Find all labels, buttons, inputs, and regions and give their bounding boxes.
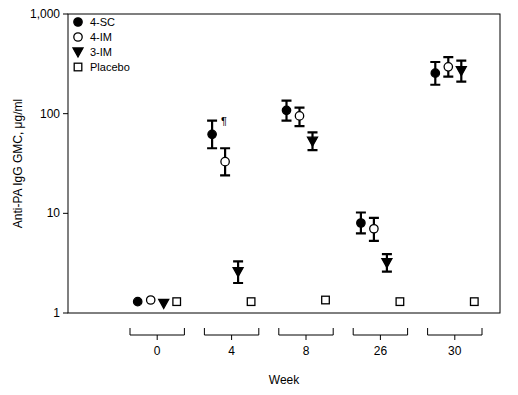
y-tick-label: 1,000 <box>30 7 60 21</box>
legend-label: Placebo <box>90 61 130 73</box>
y-tick-label: 10 <box>47 206 61 220</box>
plot-area <box>134 57 479 308</box>
y-tick <box>63 113 68 114</box>
data-point <box>471 298 479 306</box>
data-point <box>431 69 439 77</box>
data-point <box>147 296 155 304</box>
legend-marker <box>74 33 82 41</box>
error-bar <box>456 61 466 82</box>
data-point <box>382 259 392 268</box>
x-axis-label: Week <box>269 373 300 387</box>
data-point <box>159 299 169 308</box>
error-bar <box>282 101 292 121</box>
data-point <box>456 67 466 76</box>
y-tick <box>63 213 68 214</box>
data-point <box>134 297 142 305</box>
data-point <box>322 296 330 304</box>
legend-marker <box>74 18 82 26</box>
y-tick-label: 1 <box>53 306 60 320</box>
y-tick <box>63 313 68 314</box>
category-bracket <box>204 328 258 340</box>
data-point <box>357 219 365 227</box>
error-bar <box>369 218 379 241</box>
plot-frame <box>68 14 500 313</box>
x-tick-label: 8 <box>303 344 310 358</box>
error-bar <box>308 132 318 150</box>
annotation: ¶ <box>221 115 227 127</box>
data-point <box>370 225 378 233</box>
legend-marker <box>74 63 82 71</box>
category-bracket <box>353 328 407 340</box>
data-point <box>295 112 303 120</box>
data-point <box>396 298 404 306</box>
x-tick-label: 0 <box>154 344 161 358</box>
legend: 4-SC 4-IM 3-IM Placebo <box>73 16 130 73</box>
y-tick <box>63 14 68 15</box>
data-point <box>308 137 318 146</box>
legend-marker <box>73 48 83 57</box>
x-tick-label: 4 <box>228 344 235 358</box>
series-group <box>134 62 441 306</box>
data-point <box>247 298 255 306</box>
data-point <box>208 130 216 138</box>
y-axis-label: Anti-PA IgG GMC, μg/ml <box>11 99 25 228</box>
x-tick-label: 26 <box>374 344 388 358</box>
legend-label: 4-IM <box>90 31 112 43</box>
series-group <box>147 57 454 304</box>
data-point <box>444 63 452 71</box>
data-point <box>173 298 181 306</box>
category-bracket <box>428 328 482 340</box>
error-bar <box>207 121 217 149</box>
data-point <box>221 157 229 165</box>
error-bar <box>443 57 453 77</box>
legend-label: 3-IM <box>90 46 112 58</box>
series-group <box>173 296 478 305</box>
error-bar <box>430 62 440 85</box>
error-bar <box>356 212 366 233</box>
category-bracket <box>130 328 184 340</box>
y-tick-label: 100 <box>40 107 60 121</box>
legend-label: 4-SC <box>90 16 115 28</box>
x-tick-label: 30 <box>448 344 462 358</box>
chart: 1 10 100 1,000 Anti-PA IgG GMC, μg/ml 0 4 8 26 30… <box>0 0 518 395</box>
error-bar <box>220 148 230 175</box>
data-point <box>282 106 290 114</box>
error-bar <box>295 108 305 127</box>
data-point <box>233 268 243 277</box>
category-bracket <box>279 328 333 340</box>
error-bar <box>382 254 392 272</box>
error-bar <box>233 261 243 283</box>
series-group <box>159 61 467 309</box>
